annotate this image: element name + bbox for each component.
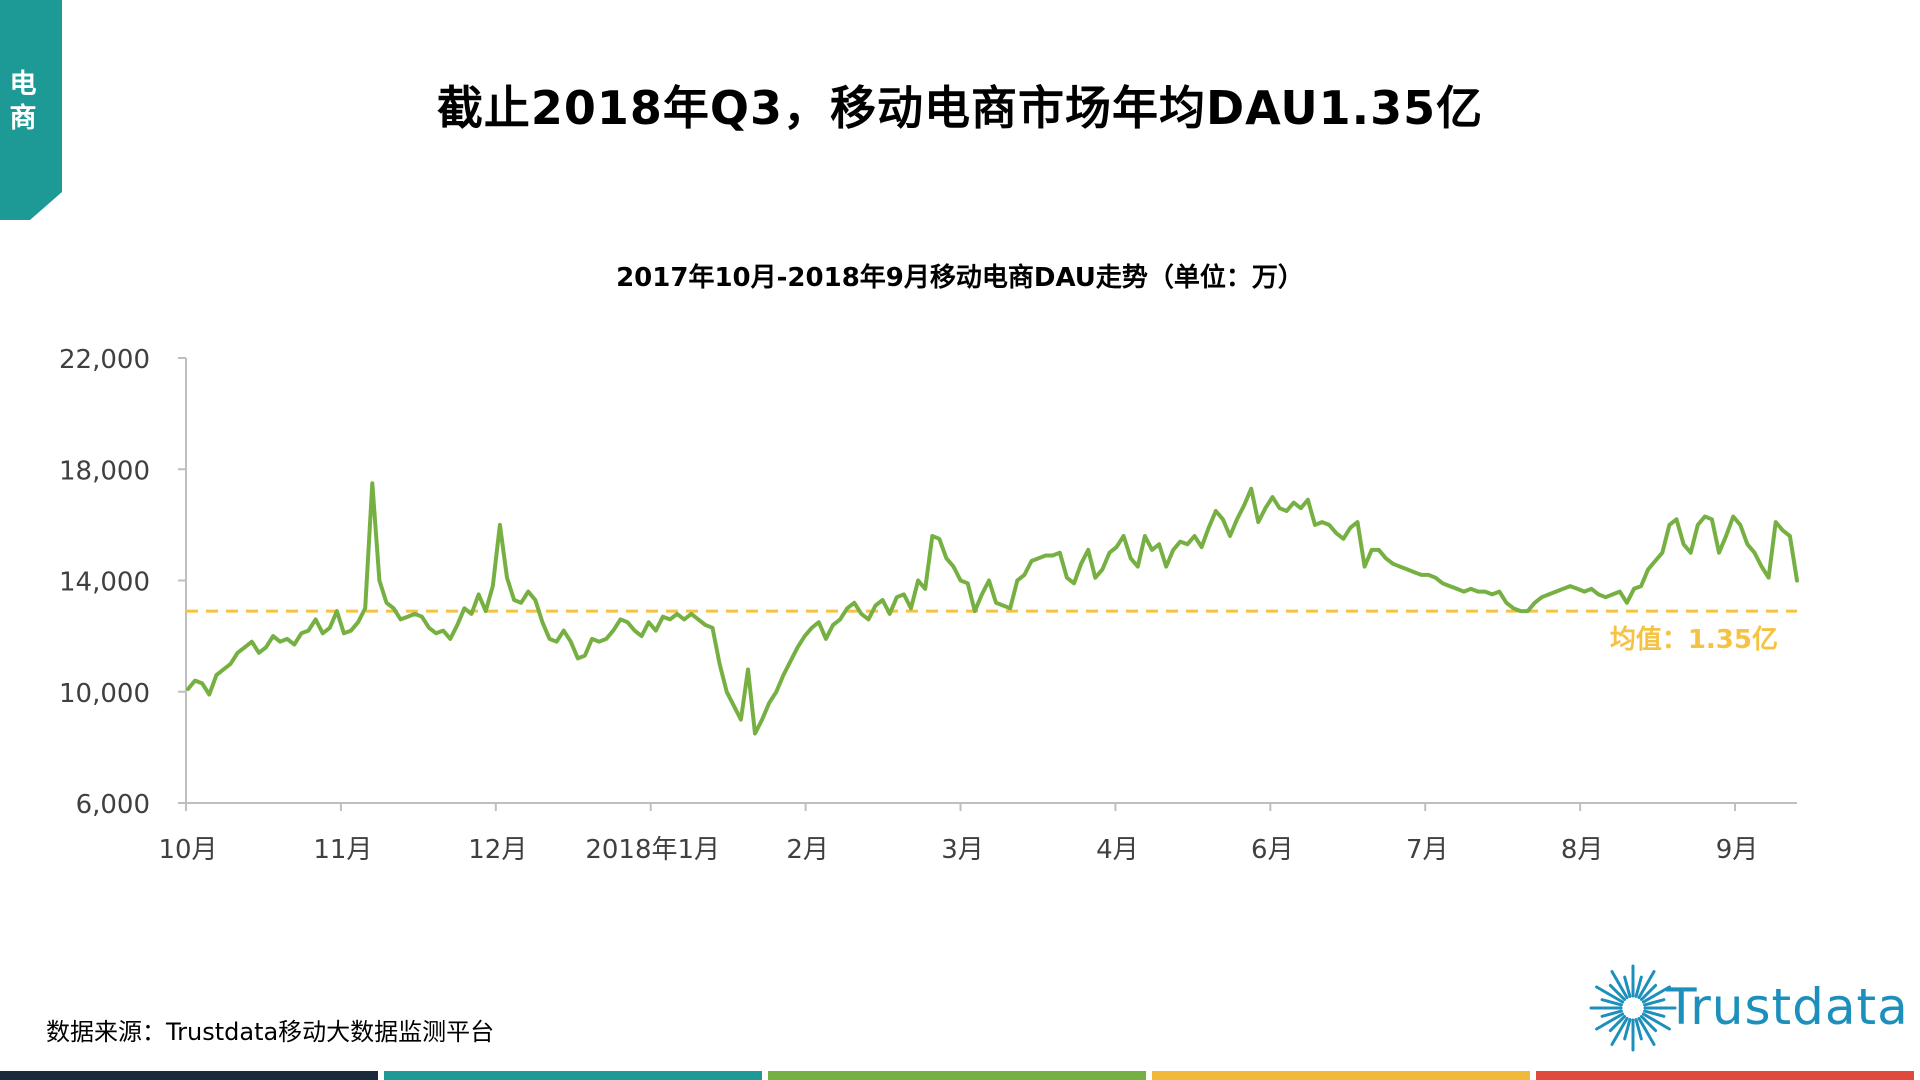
section-tab-label-1: 电 — [9, 69, 37, 100]
y-tick-label: 18,000 — [59, 456, 150, 486]
section-tab-shape — [0, 0, 62, 220]
x-tick-label: 2018年1月 — [585, 835, 720, 865]
footer-bar — [0, 1071, 378, 1080]
series-group — [186, 481, 1799, 736]
dau-series-line — [186, 481, 1799, 736]
sunburst-ray — [1600, 1009, 1623, 1018]
average-line-group: 均值：1.35亿 — [186, 609, 1797, 655]
dau-line-chart: 2017年10月-2018年9月移动电商DAU走势（单位：万） 6,000 10,… — [59, 262, 1799, 865]
sunburst-ray — [1640, 1015, 1658, 1033]
sunburst-ray — [1608, 983, 1626, 1001]
x-tick-label: 8月 — [1561, 835, 1604, 865]
sunburst-ray — [1610, 970, 1629, 1000]
footer-bar — [1152, 1071, 1530, 1080]
y-axis: 6,000 10,000 14,000 18,000 22,000 — [59, 345, 187, 820]
footer-bar — [768, 1071, 1146, 1080]
section-tab-label: 电 商 — [4, 68, 42, 136]
sunburst-ray — [1643, 998, 1666, 1007]
sunburst-ray — [1600, 998, 1623, 1007]
chart-title: 2017年10月-2018年9月移动电商DAU走势（单位：万） — [616, 262, 1304, 293]
logo-text: Trustdata — [1666, 978, 1909, 1036]
x-tick-label: 4月 — [1096, 835, 1139, 865]
sunburst-ray — [1623, 975, 1632, 998]
page-title: 截止2018年Q3，移动电商市场年均DAU1.35亿 — [436, 81, 1484, 135]
sunburst-ray — [1641, 985, 1671, 1004]
section-tab-label-2: 商 — [9, 103, 37, 134]
y-tick-label: 6,000 — [76, 790, 150, 820]
source-note: 数据来源：Trustdata移动大数据监测平台 — [46, 1018, 495, 1046]
sunburst-ray — [1640, 983, 1658, 1001]
footer-bar — [1536, 1071, 1914, 1080]
footer-bar — [384, 1071, 762, 1080]
footer-color-bars — [0, 1071, 1920, 1080]
sunburst-ray — [1623, 1018, 1632, 1041]
x-tick-label: 2月 — [786, 835, 829, 865]
sunburst-icon — [1589, 964, 1677, 1052]
x-tick-label: 11月 — [313, 835, 372, 865]
sunburst-ray — [1608, 1015, 1626, 1033]
x-tick-label: 12月 — [468, 835, 527, 865]
y-tick-label: 22,000 — [59, 345, 150, 375]
x-axis: 10月 11月 12月 2018年1月 2月 3月 4月 6月 7月 8月 9月 — [158, 802, 1797, 865]
x-tick-label: 3月 — [941, 835, 984, 865]
x-tick-label: 9月 — [1716, 835, 1759, 865]
sunburst-ray — [1595, 985, 1625, 1004]
section-tab: 电 商 — [0, 0, 64, 220]
y-tick-label: 10,000 — [59, 679, 150, 709]
sunburst-ray — [1637, 1016, 1656, 1046]
sunburst-ray — [1643, 1009, 1666, 1018]
sunburst-ray — [1610, 1016, 1629, 1046]
x-tick-label: 6月 — [1251, 835, 1294, 865]
sunburst-ray — [1634, 975, 1643, 998]
x-tick-label: 7月 — [1406, 835, 1449, 865]
sunburst-ray — [1595, 1012, 1625, 1031]
sunburst-ray — [1634, 1018, 1643, 1041]
trustdata-logo: Trustdata — [1588, 950, 1908, 1060]
y-tick-label: 14,000 — [59, 568, 150, 598]
x-tick-label: 10月 — [158, 835, 217, 865]
sunburst-ray — [1637, 970, 1656, 1000]
sunburst-ray — [1641, 1012, 1671, 1031]
average-label: 均值：1.35亿 — [1610, 625, 1778, 655]
